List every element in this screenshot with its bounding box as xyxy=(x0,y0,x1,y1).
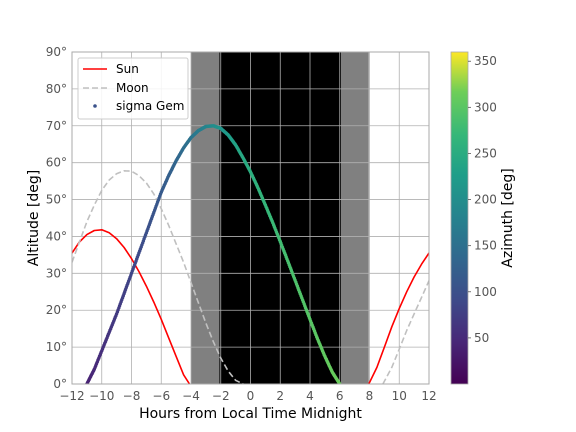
y-tick-label: 60° xyxy=(46,156,67,170)
sigma-gem-scatter xyxy=(85,124,342,384)
colorbar-label: Azimuth [deg] xyxy=(500,168,516,267)
y-tick-label: 30° xyxy=(46,266,67,280)
x-tick-label: 2 xyxy=(276,389,284,403)
x-axis-ticks: −12 −10 −8 −6 −4 −2 0 2 4 6 8 10 12 xyxy=(59,389,436,403)
twilight-band-2 xyxy=(341,52,369,384)
colorbar: 50 100 150 200 250 300 350 Azimuth [deg] xyxy=(450,51,516,385)
x-tick-label: 10 xyxy=(392,389,407,403)
y-tick-label: 90° xyxy=(46,45,67,59)
legend: Sun Moon sigma Gem xyxy=(77,57,189,120)
x-tick-label: −8 xyxy=(123,389,141,403)
twilight-band-0 xyxy=(191,52,220,384)
y-tick-label: 20° xyxy=(46,303,67,317)
x-tick-label: −6 xyxy=(152,389,170,403)
colorbar-gradient xyxy=(450,51,469,385)
legend-sun-label: Sun xyxy=(116,62,139,76)
x-tick-label: −2 xyxy=(212,389,230,403)
x-tick-label: 0 xyxy=(247,389,255,403)
y-tick-label: 0° xyxy=(53,377,67,391)
plot-frame xyxy=(71,51,430,385)
x-tick-label: 12 xyxy=(421,389,436,403)
y-axis-ticks: 0° 10° 20° 30° 40° 50° 60° 70° 80° 90° xyxy=(46,45,67,391)
x-tick-label: −10 xyxy=(89,389,114,403)
colorbar-tick-label: 250 xyxy=(474,146,497,160)
y-tick-label: 70° xyxy=(46,119,67,133)
colorbar-tick-label: 100 xyxy=(474,285,497,299)
colorbar-ticks: 50 100 150 200 250 300 350 xyxy=(468,54,497,345)
colorbar-tick-label: 50 xyxy=(474,331,489,345)
colorbar-tick-label: 350 xyxy=(474,54,497,68)
y-tick-label: 40° xyxy=(46,229,67,243)
legend-sigma-gem-label: sigma Gem xyxy=(116,99,184,113)
sun-line-segment xyxy=(72,229,191,384)
colorbar-tick-label: 200 xyxy=(474,193,497,207)
moon-line-segment xyxy=(382,280,429,384)
legend-moon-label: Moon xyxy=(116,81,149,95)
y-tick-label: 80° xyxy=(46,82,67,96)
y-tick-label: 10° xyxy=(46,340,67,354)
x-tick-label: 8 xyxy=(366,389,374,403)
x-tick-label: −4 xyxy=(182,389,200,403)
x-tick-label: 4 xyxy=(306,389,314,403)
y-tick-label: 50° xyxy=(46,193,67,207)
legend-sigma-gem-marker xyxy=(93,104,97,108)
x-tick-label: −12 xyxy=(59,389,84,403)
x-tick-label: 6 xyxy=(336,389,344,403)
x-axis-label: Hours from Local Time Midnight xyxy=(139,406,362,422)
y-axis-label: Altitude [deg] xyxy=(26,170,42,266)
colorbar-tick-label: 150 xyxy=(474,239,497,253)
sun-line-segment xyxy=(368,252,429,384)
legend-box xyxy=(77,57,189,120)
colorbar-tick-label: 300 xyxy=(474,100,497,114)
